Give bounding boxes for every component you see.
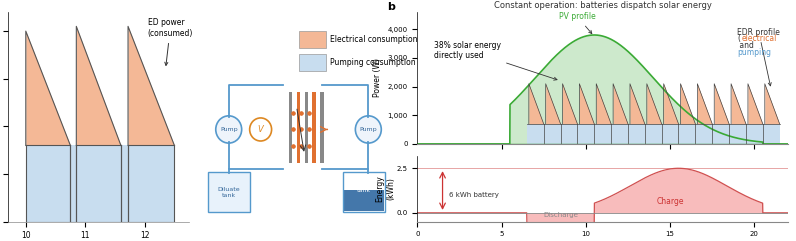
Text: Pump: Pump [360,127,377,132]
Text: Charge: Charge [657,197,684,206]
FancyBboxPatch shape [208,173,250,212]
Y-axis label: Energy
(kWh): Energy (kWh) [376,175,395,202]
FancyBboxPatch shape [298,54,326,71]
Text: and: and [737,41,755,50]
Bar [305,92,308,163]
Text: 38% solar energy
directly used: 38% solar energy directly used [434,40,557,80]
Bar [297,92,300,163]
Bar [313,92,316,163]
FancyBboxPatch shape [345,190,384,211]
Circle shape [250,118,271,141]
Text: EDR profile: EDR profile [737,28,780,86]
Bar [288,92,292,163]
Title: Constant operation: batteries dispatch solar energy: Constant operation: batteries dispatch s… [494,1,712,10]
Text: Brine
tank: Brine tank [356,182,373,193]
Text: Electrical consumption: Electrical consumption [330,35,418,44]
Circle shape [216,116,242,143]
Text: pumping: pumping [737,48,771,57]
Text: b: b [388,1,396,12]
Text: PV profile: PV profile [559,12,595,33]
Text: (: ( [737,34,740,43]
Text: Diluate
tank: Diluate tank [217,187,240,198]
Text: Discharge: Discharge [543,212,578,218]
Circle shape [355,116,381,143]
Bar [321,92,324,163]
Text: ED power
(consumed): ED power (consumed) [148,19,193,65]
Text: Pumping consumption: Pumping consumption [330,58,416,67]
Text: electrical: electrical [742,34,777,43]
Y-axis label: Power (W): Power (W) [373,59,382,97]
Text: 6 kWh battery: 6 kWh battery [449,192,499,198]
Text: Pump: Pump [220,127,237,132]
Text: V: V [258,125,263,134]
FancyBboxPatch shape [298,31,326,48]
